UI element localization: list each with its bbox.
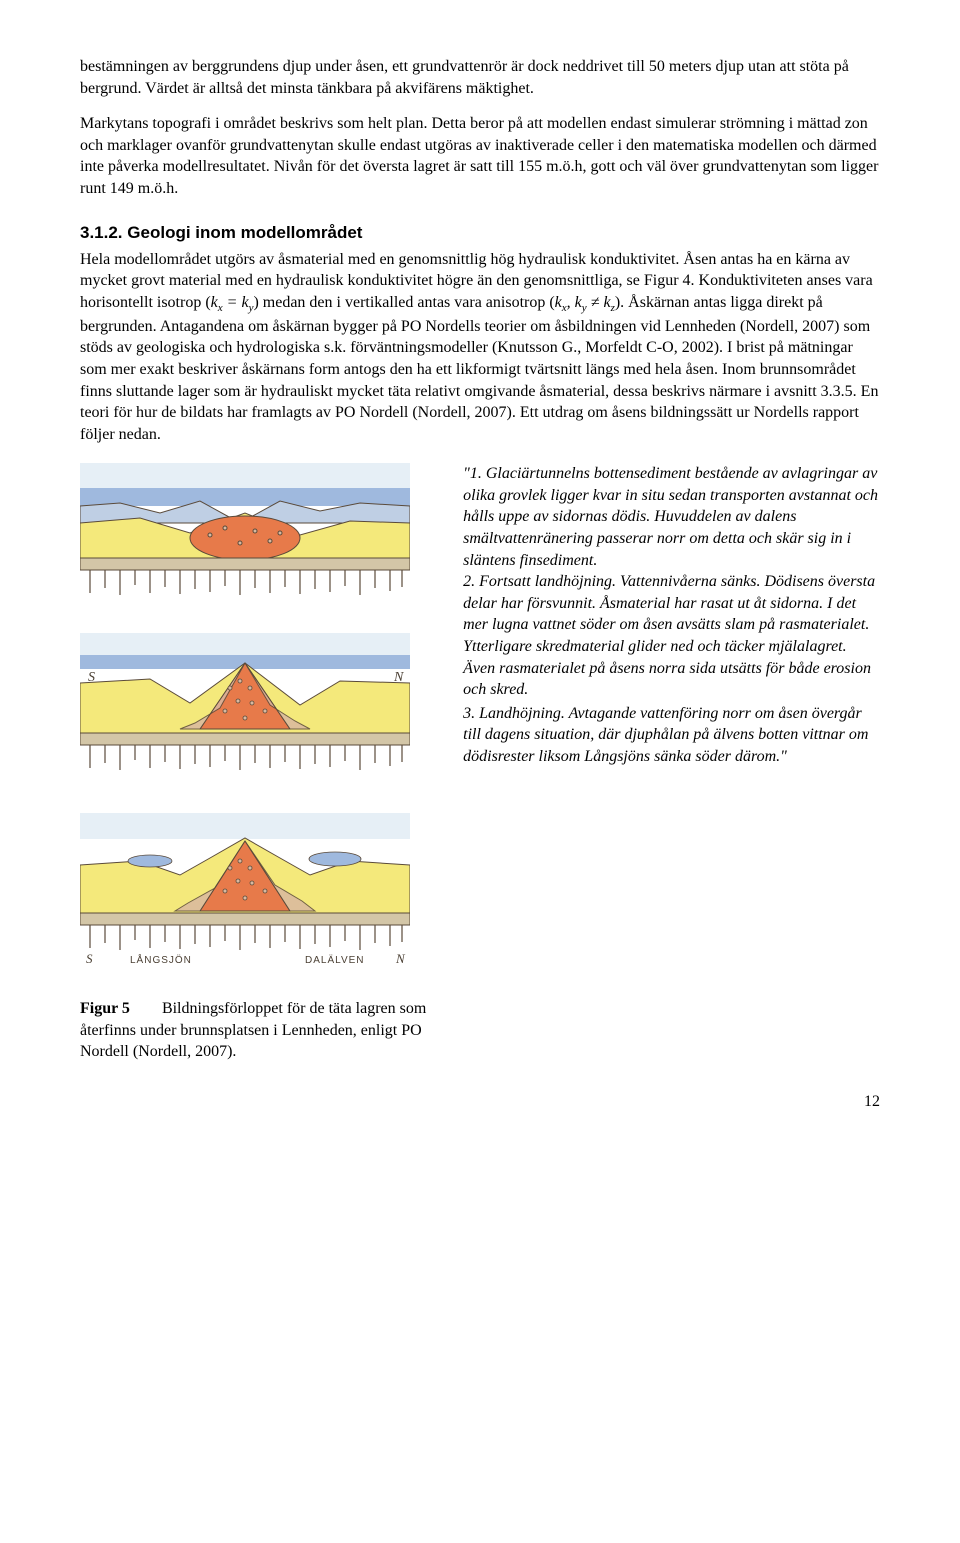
math-inline: kx = ky (211, 294, 254, 311)
label-dalalven: DALÄLVEN (305, 954, 365, 966)
quote-para-3: 3. Landhöjning. Avtagande vattenföring n… (463, 703, 880, 768)
label-south: S (86, 951, 93, 966)
label-south: S (88, 670, 95, 685)
label-north: N (395, 951, 406, 966)
text-run: ). Åskärnan antas ligga direkt på bergru… (80, 294, 878, 443)
figure-panel-1 (80, 463, 435, 603)
quote-para-1: "1. Glaciärtunnelns bottensediment bestå… (463, 463, 880, 571)
math-inline: kx, ky ≠ kz (555, 294, 615, 311)
quote-para-2: 2. Fortsatt landhöjning. Vattennivåerna … (463, 571, 880, 701)
section-number: 3.1.2. (80, 223, 123, 242)
section-title: Geologi inom modellområdet (127, 223, 362, 242)
quoted-block: "1. Glaciärtunnelns bottensediment bestå… (463, 463, 880, 1063)
paragraph-1: bestämningen av berggrundens djup under … (80, 56, 880, 99)
figure-caption: Figur 5 Bildningsförloppet för de täta l… (80, 998, 435, 1063)
figure-caption-text: Bildningsförloppet för de täta lagren so… (80, 1000, 426, 1060)
label-north: N (393, 670, 404, 685)
text-run: ) medan den i vertikalled antas vara ani… (253, 294, 554, 311)
figure-panel-2: S N (80, 633, 435, 783)
page-number: 12 (80, 1091, 880, 1113)
figure-panel-3: S N LÅNGSJÖN DALÄLVEN (80, 813, 435, 968)
label-langsjon: LÅNGSJÖN (130, 953, 192, 966)
section-heading: 3.1.2. Geologi inom modellområdet (80, 222, 880, 245)
paragraph-2: Markytans topografi i området beskrivs s… (80, 113, 880, 199)
figure-label: Figur 5 (80, 1000, 130, 1017)
paragraph-geology: Hela modellområdet utgörs av åsmaterial … (80, 249, 880, 446)
